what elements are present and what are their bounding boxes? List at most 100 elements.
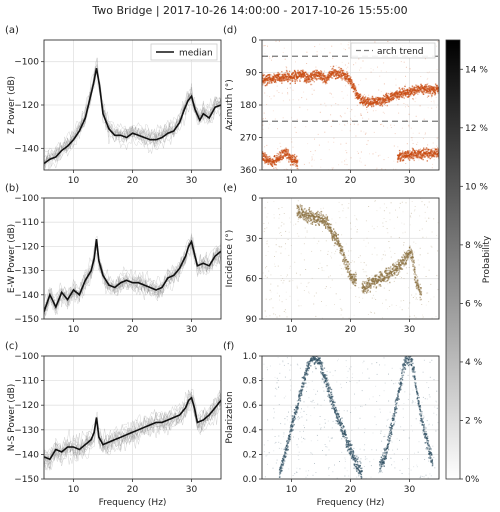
density-cell	[321, 269, 323, 271]
density-cell	[342, 259, 344, 261]
density-cell	[361, 96, 364, 98]
density-cell	[421, 304, 423, 305]
density-cell	[280, 232, 282, 233]
density-cell	[299, 106, 301, 108]
density-cell	[395, 265, 397, 268]
density-cell	[279, 476, 281, 478]
density-cell	[370, 284, 372, 287]
density-cell	[331, 233, 333, 236]
density-cell	[437, 156, 439, 158]
density-cell	[429, 87, 432, 89]
density-cell	[346, 73, 348, 75]
density-cell	[404, 251, 406, 254]
density-cell	[432, 155, 434, 157]
density-cell	[355, 62, 357, 64]
density-cell	[424, 156, 426, 158]
density-cell	[301, 211, 304, 214]
density-cell	[263, 78, 265, 79]
density-cell	[393, 268, 395, 270]
density-cell	[301, 71, 304, 73]
density-cell	[430, 151, 432, 154]
density-cell	[438, 149, 439, 151]
density-cell	[322, 81, 324, 83]
density-cell	[361, 98, 363, 100]
density-cell	[400, 95, 402, 97]
density-cell	[265, 156, 267, 158]
density-cell	[387, 274, 389, 276]
density-cell	[325, 214, 327, 216]
density-cell	[425, 148, 427, 150]
density-cell	[293, 164, 295, 166]
density-cell	[315, 221, 317, 223]
density-cell	[299, 214, 302, 216]
density-cell	[322, 75, 324, 77]
density-cell	[280, 73, 282, 76]
density-cell	[302, 209, 304, 211]
density-cell	[362, 281, 364, 283]
density-cell	[281, 71, 283, 73]
density-cell	[312, 71, 314, 73]
density-cell	[325, 74, 327, 77]
density-cell	[374, 275, 376, 278]
density-cell	[437, 250, 438, 252]
density-cell	[425, 151, 427, 153]
density-cell	[280, 152, 282, 155]
density-cell	[296, 118, 298, 120]
density-cell	[365, 271, 367, 273]
density-cell	[412, 153, 414, 156]
density-cell	[360, 114, 362, 116]
density-cell	[400, 264, 402, 267]
density-cell	[283, 460, 286, 462]
density-cell	[424, 58, 426, 60]
density-cell	[285, 312, 287, 314]
density-cell	[340, 314, 342, 316]
density-cell	[298, 209, 301, 211]
density-cell	[398, 92, 400, 94]
density-cell	[347, 82, 350, 85]
density-cell	[352, 90, 355, 93]
density-cell	[297, 75, 299, 78]
density-cell	[436, 137, 438, 139]
density-cell	[431, 87, 433, 89]
density-cell	[314, 138, 315, 140]
density-cell	[371, 278, 374, 280]
density-cell	[317, 223, 319, 224]
density-cell	[350, 76, 352, 78]
density-cell	[320, 159, 322, 160]
panel-letter: (e)	[223, 183, 237, 194]
density-cell	[379, 154, 381, 156]
density-cell	[375, 98, 377, 100]
density-cell	[434, 89, 437, 91]
density-cell	[317, 71, 319, 74]
density-cell	[273, 77, 275, 79]
density-cell	[373, 286, 375, 288]
density-cell	[334, 231, 337, 234]
density-cell	[262, 157, 264, 160]
density-cell	[286, 67, 288, 69]
density-cell	[346, 267, 348, 269]
density-cell	[411, 255, 413, 258]
density-cell	[410, 95, 412, 97]
density-cell	[372, 280, 374, 283]
density-cell	[321, 79, 323, 81]
density-cell	[344, 259, 347, 261]
density-cell	[318, 71, 320, 73]
density-cell	[342, 254, 344, 256]
density-cell	[282, 151, 284, 154]
density-cell	[354, 275, 357, 277]
density-cell	[428, 201, 430, 203]
density-cell	[326, 222, 329, 224]
density-cell	[310, 77, 312, 79]
density-cell	[381, 102, 383, 104]
density-cell	[275, 40, 277, 42]
density-cell	[332, 74, 335, 76]
density-cell	[413, 259, 415, 262]
density-cell	[381, 99, 383, 101]
density-cell	[402, 154, 404, 156]
density-cell	[303, 163, 305, 165]
density-cell	[353, 123, 355, 125]
density-cell	[431, 94, 433, 97]
density-cell	[421, 228, 423, 230]
density-cell	[384, 276, 386, 278]
density-cell	[274, 77, 276, 79]
